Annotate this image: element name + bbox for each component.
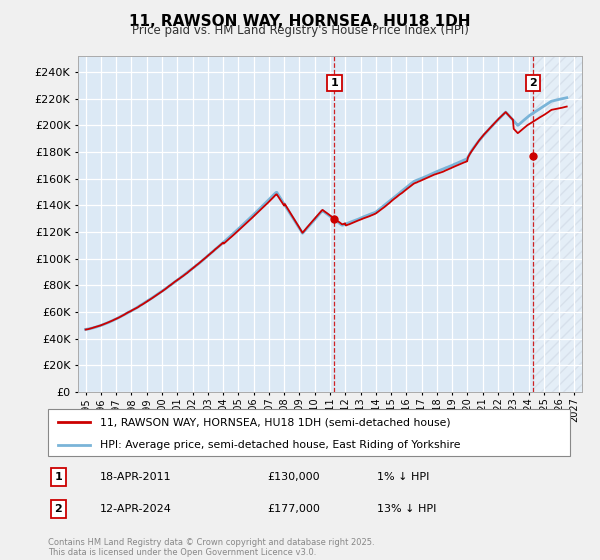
Text: 2: 2 bbox=[529, 78, 537, 88]
Text: £177,000: £177,000 bbox=[267, 504, 320, 514]
Text: £130,000: £130,000 bbox=[267, 472, 320, 482]
Bar bbox=[533, 56, 582, 392]
Text: 1: 1 bbox=[55, 472, 62, 482]
Text: Price paid vs. HM Land Registry's House Price Index (HPI): Price paid vs. HM Land Registry's House … bbox=[131, 24, 469, 37]
Text: 11, RAWSON WAY, HORNSEA, HU18 1DH: 11, RAWSON WAY, HORNSEA, HU18 1DH bbox=[129, 14, 471, 29]
Text: HPI: Average price, semi-detached house, East Riding of Yorkshire: HPI: Average price, semi-detached house,… bbox=[100, 440, 461, 450]
Text: 13% ↓ HPI: 13% ↓ HPI bbox=[377, 504, 436, 514]
Text: 2: 2 bbox=[55, 504, 62, 514]
Text: 1: 1 bbox=[331, 78, 338, 88]
Text: 11, RAWSON WAY, HORNSEA, HU18 1DH (semi-detached house): 11, RAWSON WAY, HORNSEA, HU18 1DH (semi-… bbox=[100, 417, 451, 427]
Text: 18-APR-2011: 18-APR-2011 bbox=[100, 472, 172, 482]
Text: Contains HM Land Registry data © Crown copyright and database right 2025.
This d: Contains HM Land Registry data © Crown c… bbox=[48, 538, 374, 557]
Text: 12-APR-2024: 12-APR-2024 bbox=[100, 504, 172, 514]
Text: 1% ↓ HPI: 1% ↓ HPI bbox=[377, 472, 429, 482]
